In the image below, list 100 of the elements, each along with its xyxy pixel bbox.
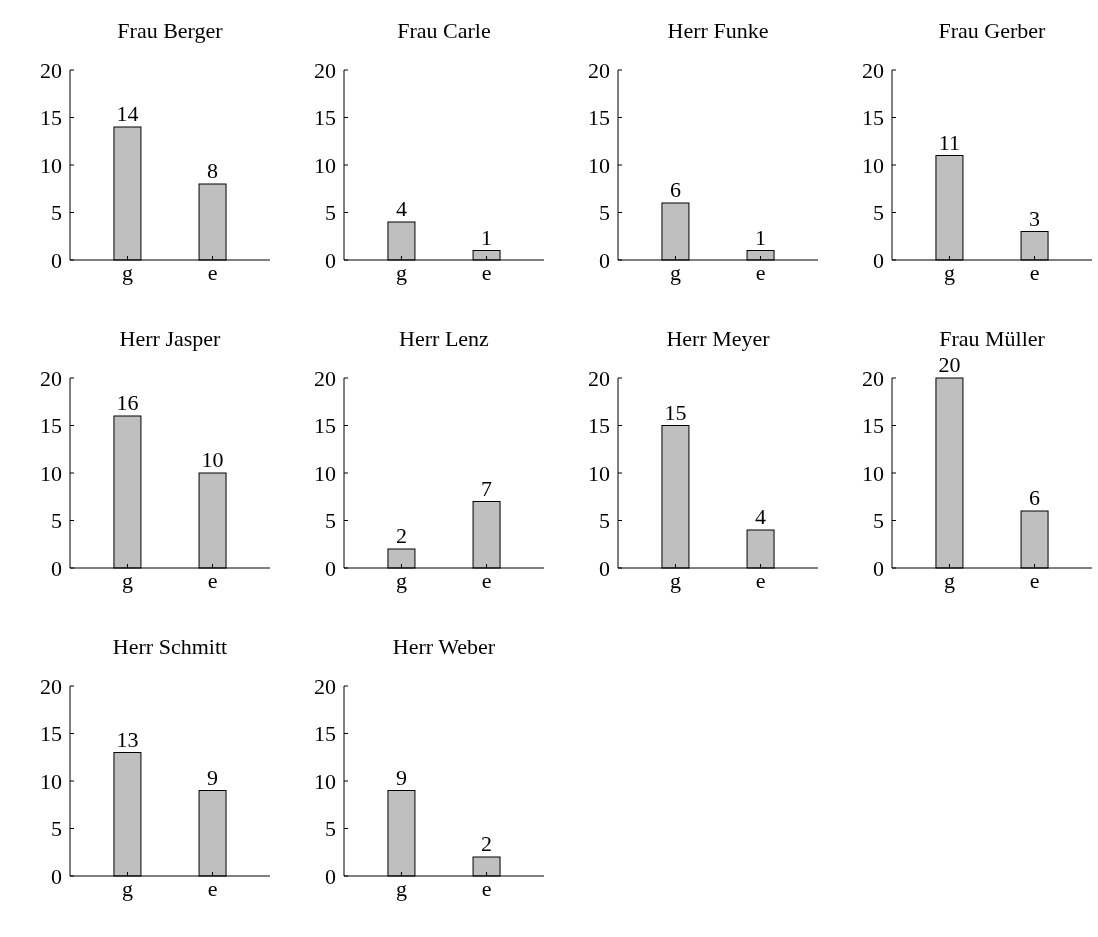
data-label: 4 — [755, 504, 767, 529]
data-label: 13 — [116, 726, 139, 752]
y-tick-label: 10 — [588, 460, 610, 486]
y-tick-label: 0 — [599, 247, 610, 273]
y-tick-label: 0 — [599, 555, 610, 581]
y-tick-label: 15 — [40, 413, 62, 439]
y-tick-label: 10 — [314, 768, 336, 794]
data-label: 9 — [207, 764, 219, 790]
x-tick-label: e — [755, 260, 766, 285]
y-tick-label: 15 — [314, 413, 336, 439]
y-tick-label: 0 — [873, 247, 884, 273]
y-tick-label: 20 — [40, 673, 62, 699]
y-tick-label: 15 — [862, 105, 884, 131]
y-tick-label: 20 — [862, 57, 884, 83]
y-tick-label: 5 — [51, 508, 62, 534]
x-tick-label: e — [481, 568, 492, 593]
y-tick-label: 5 — [51, 200, 62, 226]
x-tick-label: e — [755, 568, 766, 593]
y-tick-label: 0 — [51, 247, 62, 273]
y-tick-label: 20 — [588, 57, 610, 83]
x-tick-label: g — [395, 260, 407, 285]
y-tick-label: 15 — [40, 105, 62, 131]
y-tick-label: 5 — [51, 816, 62, 842]
x-tick-label: g — [669, 568, 681, 593]
y-tick-label: 10 — [314, 460, 336, 486]
y-tick-label: 15 — [588, 413, 610, 439]
y-tick-label: 5 — [599, 200, 610, 226]
chart-title: Herr Funke — [667, 18, 769, 43]
y-tick-label: 15 — [314, 721, 336, 747]
y-tick-label: 0 — [325, 555, 336, 581]
chart-title: Frau Carle — [397, 18, 491, 43]
data-label: 6 — [669, 177, 681, 202]
y-tick-label: 5 — [325, 816, 336, 842]
x-tick-label: e — [207, 876, 218, 901]
y-tick-label: 15 — [588, 105, 610, 131]
y-tick-label: 0 — [51, 555, 62, 581]
x-tick-label: g — [943, 568, 955, 593]
x-tick-label: e — [1029, 568, 1040, 593]
y-tick-label: 20 — [314, 673, 336, 699]
y-tick-label: 15 — [862, 413, 884, 439]
data-label: 8 — [207, 158, 219, 183]
data-label: 4 — [395, 196, 407, 221]
y-tick-label: 0 — [873, 555, 884, 581]
y-tick-label: 0 — [325, 247, 336, 273]
y-tick-label: 0 — [325, 863, 336, 889]
y-tick-label: 5 — [325, 200, 336, 226]
data-label: 2 — [395, 523, 407, 548]
x-tick-label: e — [481, 876, 492, 901]
y-tick-label: 5 — [873, 200, 884, 226]
x-tick-label: g — [121, 876, 133, 901]
chart-title: Frau Gerber — [938, 18, 1047, 43]
y-tick-label: 10 — [862, 152, 884, 178]
y-tick-label: 5 — [325, 508, 336, 534]
x-tick-label: g — [943, 260, 955, 285]
chart-title: Herr Jasper — [119, 326, 222, 351]
data-label: 16 — [116, 390, 139, 415]
y-tick-label: 20 — [314, 365, 336, 391]
y-tick-label: 20 — [40, 365, 62, 391]
chart-title: Herr Weber — [392, 634, 496, 659]
y-tick-label: 10 — [862, 460, 884, 486]
x-tick-label: g — [395, 568, 407, 593]
data-label: 1 — [481, 224, 493, 250]
data-label: 11 — [938, 129, 961, 155]
data-label: 1 — [755, 224, 767, 250]
x-tick-label: g — [121, 568, 133, 593]
chart-title: Frau Müller — [939, 326, 1046, 351]
data-label: 7 — [481, 475, 493, 501]
y-tick-label: 15 — [40, 721, 62, 747]
y-tick-label: 20 — [862, 365, 884, 391]
chart-title: Frau Berger — [117, 18, 224, 43]
chart-title: Herr Schmitt — [112, 634, 228, 659]
x-tick-label: e — [481, 260, 492, 285]
data-label: 2 — [481, 831, 493, 856]
y-tick-label: 10 — [40, 152, 62, 178]
x-tick-label: g — [669, 260, 681, 285]
y-tick-label: 10 — [314, 152, 336, 178]
data-label: 20 — [938, 352, 961, 377]
data-label: 10 — [201, 447, 224, 472]
y-tick-label: 0 — [51, 863, 62, 889]
x-tick-label: e — [207, 260, 218, 285]
chart-title: Herr Meyer — [666, 326, 771, 351]
y-tick-label: 15 — [314, 105, 336, 131]
y-tick-label: 5 — [599, 508, 610, 534]
x-tick-label: e — [1029, 260, 1040, 285]
y-tick-label: 20 — [314, 57, 336, 83]
y-tick-label: 20 — [588, 365, 610, 391]
x-tick-label: g — [395, 876, 407, 901]
data-label: 3 — [1029, 205, 1041, 231]
y-tick-label: 10 — [40, 460, 62, 486]
data-label: 15 — [664, 399, 687, 425]
x-tick-label: g — [121, 260, 133, 285]
data-label: 6 — [1029, 485, 1041, 510]
data-label: 9 — [395, 764, 407, 790]
data-label: 14 — [116, 101, 139, 126]
y-tick-label: 5 — [873, 508, 884, 534]
y-tick-label: 20 — [40, 57, 62, 83]
y-tick-label: 10 — [588, 152, 610, 178]
y-tick-label: 10 — [40, 768, 62, 794]
chart-title: Herr Lenz — [399, 326, 490, 351]
x-tick-label: e — [207, 568, 218, 593]
